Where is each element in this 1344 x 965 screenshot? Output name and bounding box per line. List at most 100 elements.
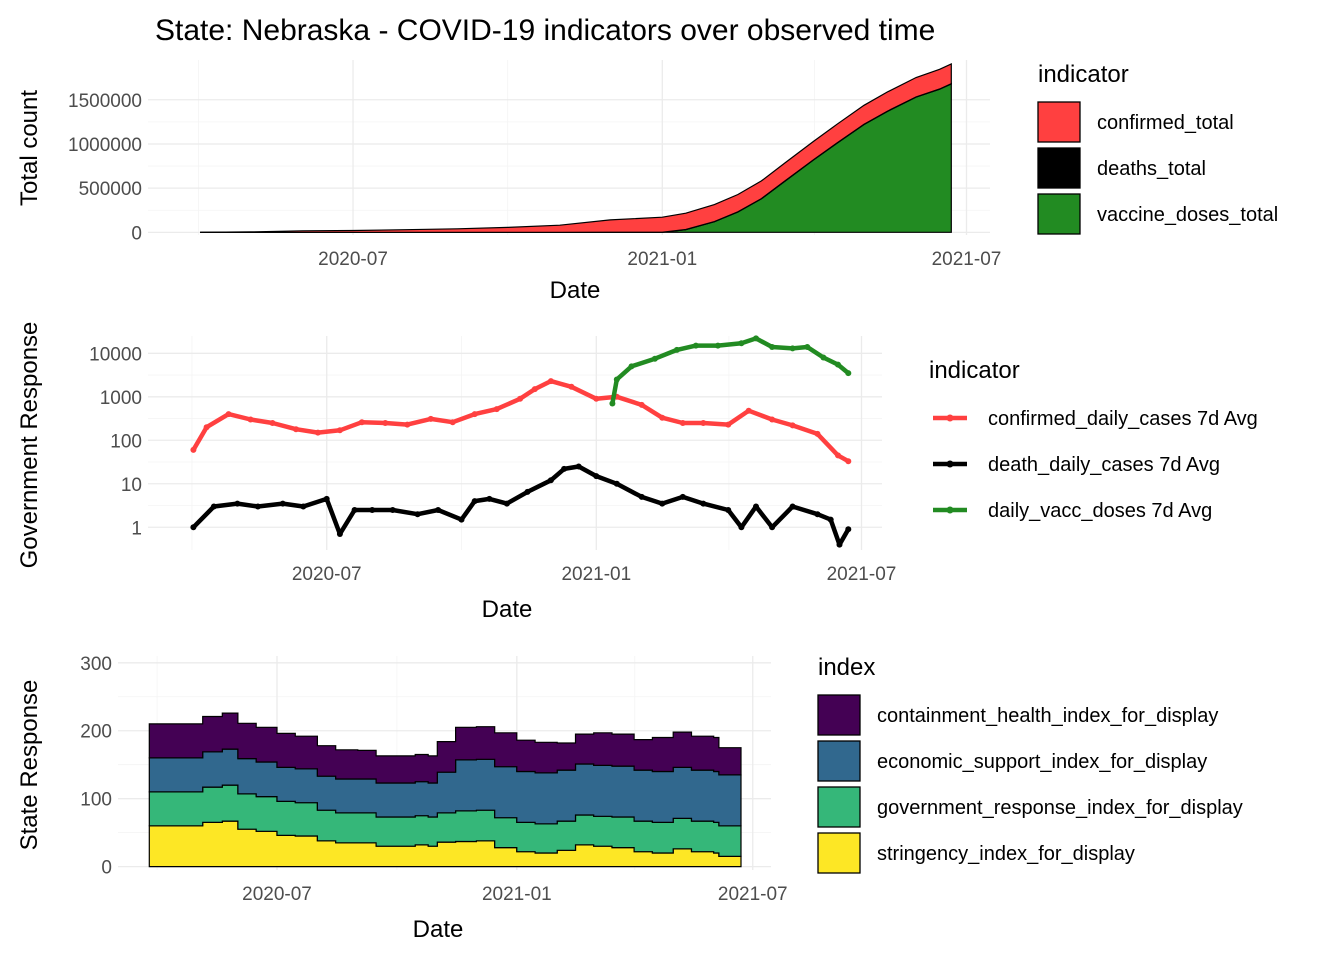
point-death-daily-cases-7d-avg xyxy=(503,500,510,507)
point-death-daily-cases-7d-avg xyxy=(369,507,376,513)
point-confirmed-daily-cases-7d-avg xyxy=(679,420,686,426)
legend-label-confirmed-daily-cases-7d-avg: confirmed_daily_cases 7d Avg xyxy=(988,408,1258,430)
point-confirmed-daily-cases-7d-avg xyxy=(336,427,343,434)
point-confirmed-daily-cases-7d-avg xyxy=(568,383,575,390)
x-axis-title-state-response: Date xyxy=(413,916,464,943)
point-death-daily-cases-7d-avg xyxy=(323,495,330,502)
point-death-daily-cases-7d-avg xyxy=(486,495,493,502)
x-axis-title-government-response: Date xyxy=(482,596,533,623)
legend-key-stringency-index-for-display xyxy=(817,832,861,874)
legend-key-point-daily-vacc-doses-7d-avg xyxy=(946,506,954,514)
point-confirmed-daily-cases-7d-avg xyxy=(247,416,254,423)
point-confirmed-daily-cases-7d-avg xyxy=(725,421,732,428)
legend-label-containment-health-index-for-display: containment_health_index_for_display xyxy=(877,705,1218,727)
y-tick-label: 1000 xyxy=(100,388,142,409)
legend-label-confirmed-total: confirmed_total xyxy=(1097,112,1234,134)
panel-state-response-marks xyxy=(148,712,742,868)
point-confirmed-daily-cases-7d-avg xyxy=(769,416,776,423)
y-tick-label: 0 xyxy=(101,858,112,879)
point-daily-vacc-doses-7d-avg xyxy=(789,345,796,352)
y-tick-label: 200 xyxy=(80,722,112,743)
area-containment-health-index-for-display xyxy=(148,712,742,784)
legend-label-death-daily-cases-7d-avg: death_daily_cases 7d Avg xyxy=(988,454,1220,476)
point-daily-vacc-doses-7d-avg xyxy=(714,342,721,349)
y-axis-title-government-response: Government Response xyxy=(16,322,43,569)
point-death-daily-cases-7d-avg xyxy=(458,516,465,523)
point-daily-vacc-doses-7d-avg xyxy=(609,400,616,407)
point-death-daily-cases-7d-avg xyxy=(638,493,645,500)
point-death-daily-cases-7d-avg xyxy=(845,526,852,533)
legend-government-response: indicator confirmed_daily_cases 7d Avg dea… xyxy=(929,357,1258,522)
point-death-daily-cases-7d-avg xyxy=(547,477,554,484)
point-daily-vacc-doses-7d-avg xyxy=(673,346,680,353)
legend-key-containment-health-index-for-display xyxy=(817,694,861,736)
point-daily-vacc-doses-7d-avg xyxy=(651,355,658,362)
point-confirmed-daily-cases-7d-avg xyxy=(517,395,524,402)
panel-government-response: 1 10 100 1000 10000 2020-07 2021-01 2021-07 Dat… xyxy=(16,322,1258,623)
point-daily-vacc-doses-7d-avg xyxy=(845,370,852,377)
point-confirmed-daily-cases-7d-avg xyxy=(427,415,434,422)
line-daily-vacc-doses-7d-avg xyxy=(610,336,851,406)
point-confirmed-daily-cases-7d-avg xyxy=(531,386,538,393)
point-daily-vacc-doses-7d-avg xyxy=(692,342,699,349)
y-tick-label: 10 xyxy=(121,475,142,496)
point-death-daily-cases-7d-avg xyxy=(210,503,217,510)
legend-key-economic-support-index-for-display xyxy=(817,740,861,782)
point-death-daily-cases-7d-avg xyxy=(679,493,686,500)
panel-total-count: 0 500000 1000000 1500000 2020-07 2021-01 2021-… xyxy=(16,60,1278,304)
point-death-daily-cases-7d-avg xyxy=(769,524,776,531)
x-tick-label: 2020-07 xyxy=(318,249,388,270)
point-confirmed-daily-cases-7d-avg xyxy=(593,395,600,402)
legend-label-deaths-total: deaths_total xyxy=(1097,158,1206,180)
chart-title: State: Nebraska - COVID-19 indicators ov… xyxy=(155,14,935,47)
point-daily-vacc-doses-7d-avg xyxy=(613,376,620,383)
point-confirmed-daily-cases-7d-avg xyxy=(358,419,365,426)
legend-key-confirmed-total xyxy=(1037,101,1081,143)
point-death-daily-cases-7d-avg xyxy=(700,500,707,507)
legend-label-vaccine-doses-total: vaccine_doses_total xyxy=(1097,204,1278,226)
point-confirmed-daily-cases-7d-avg xyxy=(745,407,752,414)
x-axis-title-total-count: Date xyxy=(550,277,601,304)
area-confirmed-total xyxy=(200,62,952,233)
point-death-daily-cases-7d-avg xyxy=(827,516,834,523)
point-death-daily-cases-7d-avg xyxy=(836,541,843,548)
x-tick-label: 2021-07 xyxy=(932,249,1002,270)
point-death-daily-cases-7d-avg xyxy=(471,498,478,505)
legend-title: index xyxy=(818,654,875,681)
point-death-daily-cases-7d-avg xyxy=(190,524,197,531)
point-daily-vacc-doses-7d-avg xyxy=(804,344,811,350)
point-daily-vacc-doses-7d-avg xyxy=(753,335,759,342)
point-death-daily-cases-7d-avg xyxy=(738,524,745,531)
point-death-daily-cases-7d-avg xyxy=(593,473,600,480)
point-confirmed-daily-cases-7d-avg xyxy=(659,414,666,421)
y-axis-title-state-response: State Response xyxy=(16,680,43,851)
panel-government-response-grid xyxy=(148,336,882,550)
point-death-daily-cases-7d-avg xyxy=(234,500,241,507)
legend-label-economic-support-index-for-display: economic_support_index_for_display xyxy=(877,751,1207,773)
legend-label-stringency-index-for-display: stringency_index_for_display xyxy=(877,843,1135,865)
legend-key-vaccine-doses-total xyxy=(1037,193,1081,235)
point-death-daily-cases-7d-avg xyxy=(254,503,261,510)
y-axis-title-total-count: Total count xyxy=(16,90,43,206)
point-confirmed-daily-cases-7d-avg xyxy=(845,458,852,465)
y-tick-label: 100 xyxy=(110,431,142,452)
point-death-daily-cases-7d-avg xyxy=(336,531,343,537)
legend-total-count: indicator confirmed_total deaths_totalvacc… xyxy=(1037,61,1278,235)
point-confirmed-daily-cases-7d-avg xyxy=(404,421,411,428)
point-death-daily-cases-7d-avg xyxy=(389,507,396,513)
legend-key-point-confirmed-daily-cases-7d-avg xyxy=(946,414,954,422)
point-confirmed-daily-cases-7d-avg xyxy=(789,422,796,429)
point-confirmed-daily-cases-7d-avg xyxy=(814,430,821,437)
panel-government-response-axes: 1 10 100 1000 10000 2020-07 2021-01 2021-07 xyxy=(89,344,896,585)
y-tick-label: 1500000 xyxy=(68,91,142,112)
x-tick-label: 2020-07 xyxy=(242,884,312,905)
panel-state-response-axes: 0 100 200 300 2020-07 2021-01 2021-07 xyxy=(80,654,787,905)
point-confirmed-daily-cases-7d-avg xyxy=(547,378,554,385)
line-confirmed-daily-cases-7d-avg xyxy=(191,378,851,464)
y-tick-label: 100 xyxy=(80,790,112,811)
point-daily-vacc-doses-7d-avg xyxy=(820,354,827,361)
legend-key-point-death-daily-cases-7d-avg xyxy=(946,460,954,468)
point-death-daily-cases-7d-avg xyxy=(575,463,582,470)
point-death-daily-cases-7d-avg xyxy=(659,500,666,507)
